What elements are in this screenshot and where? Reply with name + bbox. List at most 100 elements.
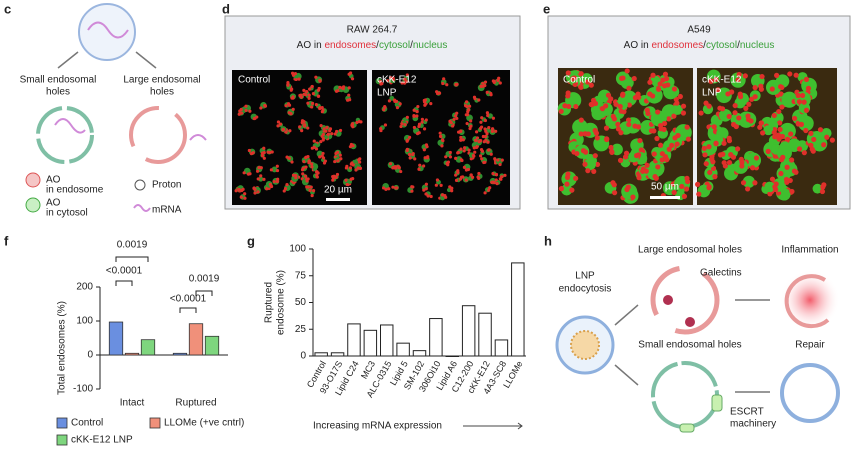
endosome-dot bbox=[477, 171, 481, 176]
endosome-dot bbox=[298, 125, 302, 129]
endosome-dot bbox=[585, 168, 591, 174]
y-tick-label: 100 bbox=[289, 244, 306, 255]
endosome-dot bbox=[739, 163, 745, 169]
endosome-dot bbox=[604, 136, 610, 142]
endosome-dot bbox=[709, 156, 715, 162]
endosome-dot bbox=[420, 120, 424, 125]
legend-label: cKK-E12 LNP bbox=[71, 435, 133, 446]
endosome-dot bbox=[391, 165, 395, 170]
label: Small endosomal holes bbox=[638, 340, 741, 351]
endosome-dot bbox=[674, 141, 680, 147]
y-tick-label: 50 bbox=[295, 297, 307, 308]
endosome-dot bbox=[582, 131, 588, 137]
subtitle-part: / bbox=[737, 40, 740, 51]
endosome-dot bbox=[490, 129, 494, 133]
endosome-dot bbox=[422, 127, 427, 131]
endosome-dot bbox=[439, 183, 443, 187]
endosome-dot bbox=[706, 185, 712, 191]
endosome-dot bbox=[573, 103, 579, 110]
bar bbox=[140, 339, 156, 356]
endosome-dot bbox=[283, 187, 288, 191]
endosome-dot bbox=[434, 183, 438, 187]
endosome-dot bbox=[318, 106, 322, 111]
endosome-dot bbox=[399, 169, 403, 174]
endosome-dot bbox=[767, 191, 773, 197]
endosome-dot bbox=[659, 157, 665, 163]
endosome-dot bbox=[347, 72, 351, 76]
endosome-dot bbox=[498, 81, 502, 85]
endosome-dot bbox=[487, 126, 491, 130]
endosome-dot bbox=[570, 76, 576, 82]
endosome bbox=[780, 363, 840, 423]
x-axis-arrow bbox=[463, 422, 523, 430]
endosome-dot bbox=[459, 138, 463, 142]
endosome-dot bbox=[680, 110, 687, 116]
endosome-dot bbox=[304, 165, 308, 169]
significance-bracket bbox=[115, 256, 149, 262]
endosome-dot bbox=[644, 162, 650, 168]
endosome-dot bbox=[774, 72, 780, 78]
endosome-dot bbox=[242, 171, 246, 175]
endosome-dot bbox=[408, 156, 412, 160]
panel-letter: g bbox=[247, 233, 255, 248]
label: Inflammation bbox=[781, 245, 838, 256]
endosome-dot bbox=[494, 129, 498, 133]
endosome-dot bbox=[275, 164, 279, 168]
endosome-dot bbox=[439, 134, 443, 139]
endosome-dot bbox=[466, 110, 470, 114]
endosome-dot bbox=[429, 102, 433, 106]
endosome-dot bbox=[410, 185, 414, 189]
endosome-dot bbox=[479, 120, 483, 124]
endosome-dot bbox=[792, 115, 798, 122]
endosome-dot bbox=[481, 134, 485, 139]
endosome-dot bbox=[618, 130, 624, 136]
endosome-dot bbox=[491, 116, 495, 120]
endosome-dot bbox=[467, 104, 472, 108]
endosome-dot bbox=[405, 148, 409, 153]
endosome-dot bbox=[253, 187, 257, 192]
endosome-dot bbox=[278, 122, 283, 126]
endosome-dot bbox=[701, 145, 707, 151]
endosome-dot bbox=[679, 183, 685, 190]
endosome-dot bbox=[291, 107, 295, 111]
endosome-dot bbox=[302, 120, 306, 124]
endosome-dot bbox=[320, 106, 324, 110]
endosome-dot bbox=[671, 189, 677, 196]
arrow bbox=[614, 364, 639, 386]
endosome-dot bbox=[715, 87, 721, 93]
endosome-dot bbox=[469, 119, 473, 123]
endosome-dot bbox=[728, 152, 734, 158]
endosome-dot bbox=[603, 125, 610, 131]
significance-label: 0.0019 bbox=[117, 240, 148, 251]
endosome-dot bbox=[449, 120, 453, 125]
endosome-dot bbox=[613, 101, 619, 107]
bar bbox=[380, 324, 394, 357]
endosome-dot bbox=[458, 177, 463, 181]
endosome-dot bbox=[662, 71, 669, 77]
cell bbox=[312, 166, 317, 172]
endosome-dot bbox=[394, 166, 398, 170]
endosome-dot bbox=[677, 93, 683, 100]
endosome-dot bbox=[569, 187, 575, 193]
endosome-dot bbox=[318, 78, 322, 82]
endosome-dot bbox=[348, 98, 352, 102]
endosome-dot bbox=[757, 124, 763, 130]
endosome-dot bbox=[383, 123, 388, 127]
endosome-dot bbox=[262, 146, 266, 150]
endosome-dot bbox=[285, 183, 289, 187]
endosome-dot bbox=[475, 130, 479, 134]
endosome-dot bbox=[661, 120, 668, 127]
endosome-dot bbox=[594, 135, 600, 141]
label: holes bbox=[150, 87, 174, 98]
endosome-dot bbox=[486, 140, 490, 144]
endosome-dot bbox=[310, 85, 314, 89]
subtitle-part: cytosol bbox=[379, 40, 410, 51]
cell bbox=[672, 104, 683, 115]
endosome-dot bbox=[799, 92, 806, 99]
y-tick-label: 0 bbox=[300, 351, 306, 362]
endosome-dot bbox=[711, 124, 717, 130]
endosome-dot bbox=[311, 92, 316, 96]
endosome-dot bbox=[630, 194, 636, 200]
image-label: LNP bbox=[377, 88, 397, 99]
endosome-dot bbox=[565, 70, 571, 76]
